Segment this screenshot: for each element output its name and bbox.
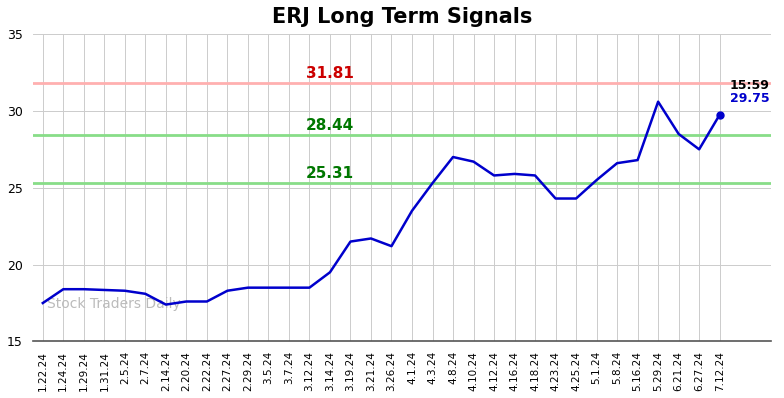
- Text: Stock Traders Daily: Stock Traders Daily: [47, 297, 181, 311]
- Text: 15:59: 15:59: [730, 79, 770, 92]
- Title: ERJ Long Term Signals: ERJ Long Term Signals: [271, 7, 532, 27]
- Text: 29.75: 29.75: [730, 92, 770, 105]
- Text: 31.81: 31.81: [306, 66, 354, 81]
- Text: 28.44: 28.44: [306, 117, 354, 133]
- Text: 25.31: 25.31: [306, 166, 354, 181]
